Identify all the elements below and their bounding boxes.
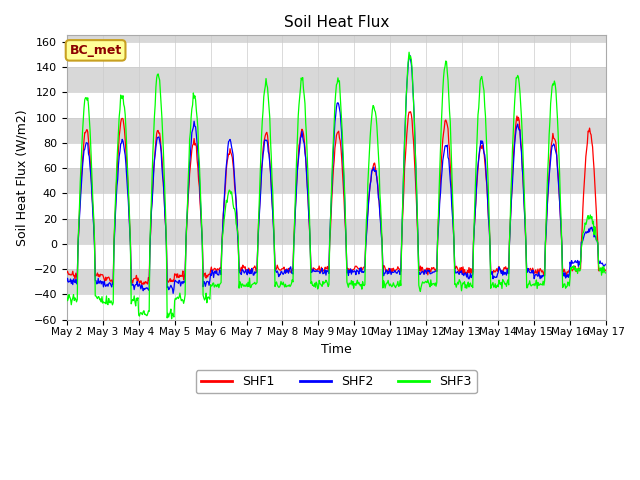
Bar [67,67,606,92]
Bar [67,218,606,244]
X-axis label: Time: Time [321,343,352,356]
Bar [67,269,606,294]
Bar [67,92,606,118]
Title: Soil Heat Flux: Soil Heat Flux [284,15,389,30]
Bar [67,294,606,320]
Bar [67,193,606,218]
Bar [67,143,606,168]
Bar [67,42,606,67]
Legend: SHF1, SHF2, SHF3: SHF1, SHF2, SHF3 [196,370,477,393]
Bar [67,118,606,143]
Y-axis label: Soil Heat Flux (W/m2): Soil Heat Flux (W/m2) [15,109,28,246]
Text: BC_met: BC_met [70,44,122,57]
Bar [67,168,606,193]
Bar [67,244,606,269]
